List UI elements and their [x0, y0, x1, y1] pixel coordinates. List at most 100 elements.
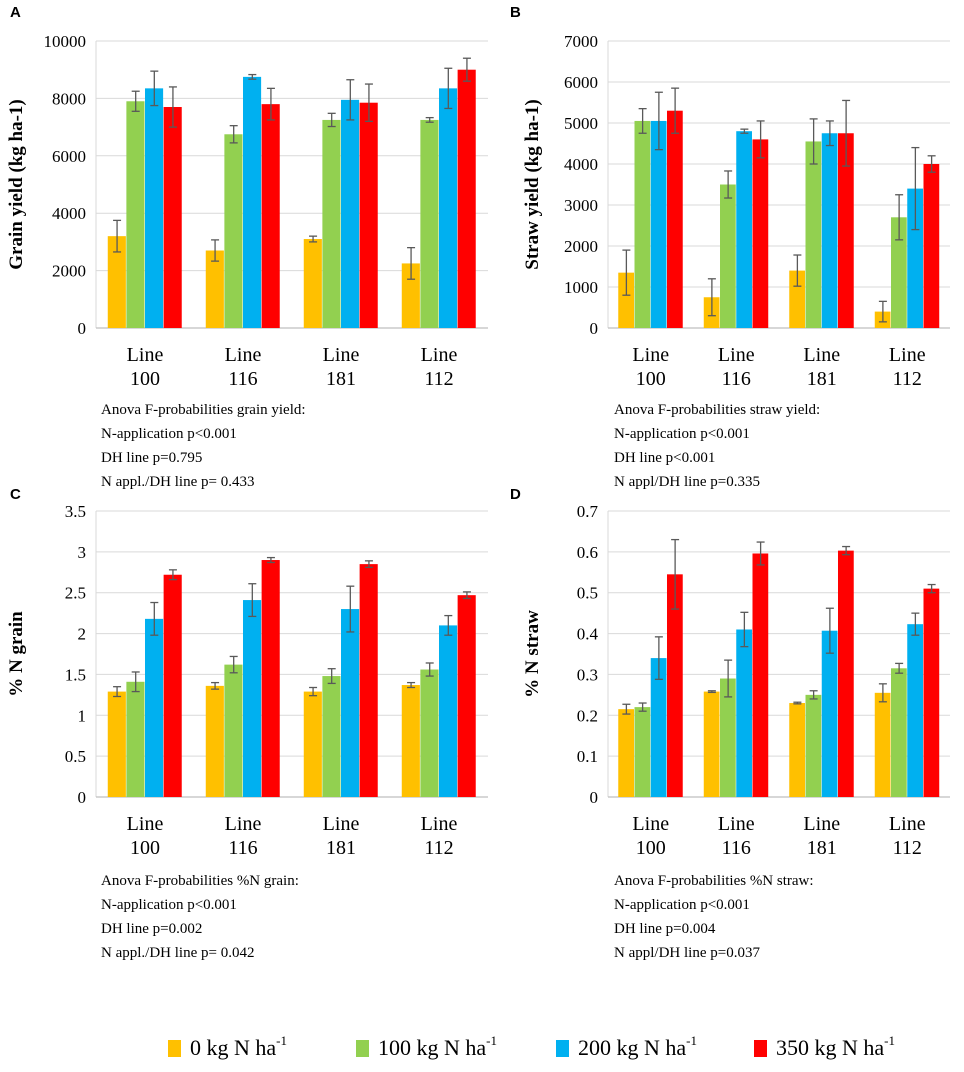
x-category-label: Line [421, 813, 458, 835]
anova-n-grain: Anova F-probabilities %N grain: N-applic… [101, 869, 299, 965]
anova-line: DH line p<0.001 [614, 450, 716, 466]
y-tick-label: 0 [590, 319, 599, 338]
y-tick-label: 2 [78, 625, 87, 644]
bar [666, 110, 683, 328]
bar [243, 76, 262, 328]
y-tick-label: 5000 [564, 114, 598, 133]
anova-line: N-application p<0.001 [101, 897, 237, 913]
bar [224, 664, 243, 797]
bar [650, 120, 667, 328]
y-tick-label: 0.5 [577, 584, 598, 603]
y-axis-label: Grain yield (kg ha-1) [6, 99, 27, 269]
bar [821, 133, 838, 328]
x-category-label: Line [421, 344, 458, 366]
bar [821, 630, 838, 797]
x-category-label: 100 [636, 368, 666, 390]
x-category-label: 116 [722, 837, 751, 859]
anova-line: N appl./DH line p= 0.042 [101, 945, 255, 961]
x-category-label: Line [323, 813, 360, 835]
panel-letter-c: C [10, 486, 21, 503]
y-tick-label: 4000 [564, 155, 598, 174]
x-category-label: 116 [722, 368, 751, 390]
y-tick-label: 10000 [44, 32, 87, 51]
bar [789, 270, 806, 328]
x-category-label: Line [225, 344, 262, 366]
y-tick-label: 0.7 [577, 502, 599, 521]
bar [837, 550, 854, 797]
bar [907, 624, 923, 797]
y-tick-label: 1.5 [65, 665, 86, 684]
x-category-label: Line [632, 813, 669, 835]
legend-swatch [556, 1039, 569, 1057]
bar [401, 263, 420, 328]
y-tick-label: 6000 [564, 73, 598, 92]
legend-label-sup: -1 [686, 1033, 697, 1048]
y-tick-label: 1000 [564, 278, 598, 297]
x-category-label: 116 [228, 837, 257, 859]
bar [205, 685, 224, 797]
x-category-label: Line [889, 344, 926, 366]
anova-straw-yield: Anova F-probabilities straw yield: N-app… [614, 398, 820, 494]
bar [789, 703, 806, 797]
legend-item-350-kg: 350 kg N ha -1 [754, 1030, 895, 1066]
anova-line: N-application p<0.001 [614, 897, 750, 913]
bar [126, 681, 145, 797]
y-tick-label: 0.5 [65, 747, 86, 766]
bar [805, 141, 822, 328]
bar [420, 119, 439, 328]
bar [891, 668, 907, 797]
bar [439, 88, 458, 328]
bar [752, 553, 769, 797]
y-tick-label: 8000 [52, 89, 86, 108]
bar [359, 564, 378, 797]
bar [224, 134, 243, 328]
bar [401, 685, 420, 797]
bar [341, 99, 360, 329]
y-tick-label: 4000 [52, 204, 86, 223]
x-category-label: Line [718, 344, 755, 366]
bar [634, 120, 651, 328]
panel-letter-a: A [10, 4, 21, 21]
y-tick-label: 3.5 [65, 502, 86, 521]
bar [666, 574, 683, 797]
bar [618, 272, 635, 328]
x-category-label: 181 [807, 837, 837, 859]
bar [145, 88, 164, 328]
bar [736, 131, 752, 328]
bar [322, 119, 341, 328]
bar [923, 164, 940, 328]
bar [457, 69, 476, 328]
anova-line: N-application p<0.001 [614, 426, 750, 442]
bar [261, 104, 280, 328]
legend-label: 100 kg N ha [378, 1035, 487, 1060]
anova-line: N appl./DH line p= 0.433 [101, 474, 255, 490]
y-tick-label: 0.3 [577, 665, 598, 684]
bar [457, 595, 476, 797]
anova-n-straw: Anova F-probabilities %N straw: N-applic… [614, 869, 814, 965]
anova-line: DH line p=0.002 [101, 921, 203, 937]
bar [107, 236, 126, 328]
anova-grain-yield: Anova F-probabilities grain yield: N-app… [101, 398, 306, 494]
bar [752, 139, 769, 328]
bar [126, 101, 145, 329]
legend-swatch [356, 1039, 369, 1057]
legend-swatch [168, 1039, 181, 1057]
anova-line: N appl/DH line p=0.037 [614, 945, 760, 961]
bar [720, 678, 736, 797]
y-tick-label: 0.2 [577, 706, 598, 725]
bar [923, 588, 940, 797]
anova-line: Anova F-probabilities grain yield: [101, 402, 306, 418]
legend-label: 0 kg N ha [190, 1035, 277, 1060]
x-category-label: Line [803, 813, 840, 835]
bar [805, 694, 822, 797]
legend-item-200-kg: 200 kg N ha -1 [556, 1030, 697, 1066]
y-tick-label: 0 [78, 788, 87, 807]
legend-item-0-kg: 0 kg N ha -1 [168, 1030, 287, 1066]
x-category-label: Line [127, 813, 164, 835]
legend-item-100-kg: 100 kg N ha -1 [356, 1030, 497, 1066]
anova-line: Anova F-probabilities straw yield: [614, 402, 821, 418]
x-category-label: Line [127, 344, 164, 366]
